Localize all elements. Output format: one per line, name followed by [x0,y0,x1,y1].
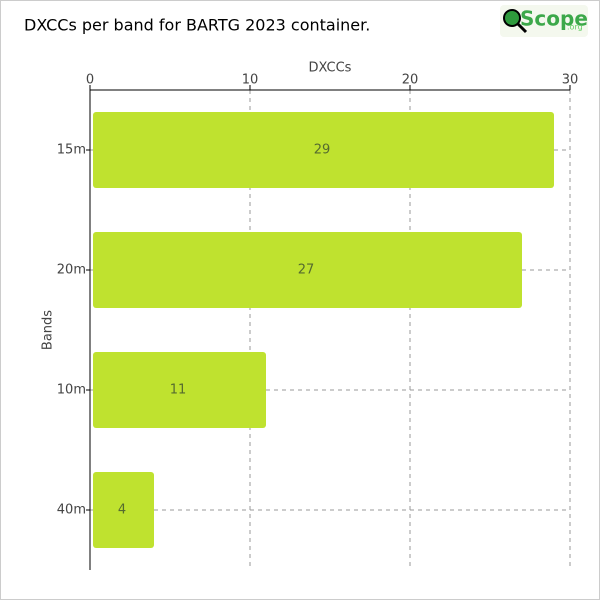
y-tick-label: 10m [57,383,86,398]
x-tick-label: 20 [402,73,419,88]
value-label: 4 [118,503,126,518]
value-label: 29 [314,143,331,158]
logo-text: Scope [520,7,588,31]
y-axis-label: Bands [41,310,56,350]
logo-icon [503,9,521,27]
logo-handle [516,22,528,34]
y-tick-label: 20m [57,263,86,278]
bar [93,112,554,188]
bar [93,232,522,308]
bar [93,472,154,548]
x-axis-label: DXCCs [309,61,352,76]
logo-suffix: .org [567,23,583,32]
chart-title: DXCCs per band for BARTG 2023 container. [24,16,370,35]
value-label: 11 [170,383,187,398]
y-tick-label: 40m [57,503,86,518]
x-tick-label: 0 [86,73,94,88]
x-tick-label: 30 [562,73,579,88]
bar [93,352,266,428]
marks: 29 27 11 4 [93,112,554,548]
y-tick-label: 15m [57,143,86,158]
x-tick-label: 10 [242,73,259,88]
value-label: 27 [298,263,315,278]
logo: Scope .org [500,5,588,37]
